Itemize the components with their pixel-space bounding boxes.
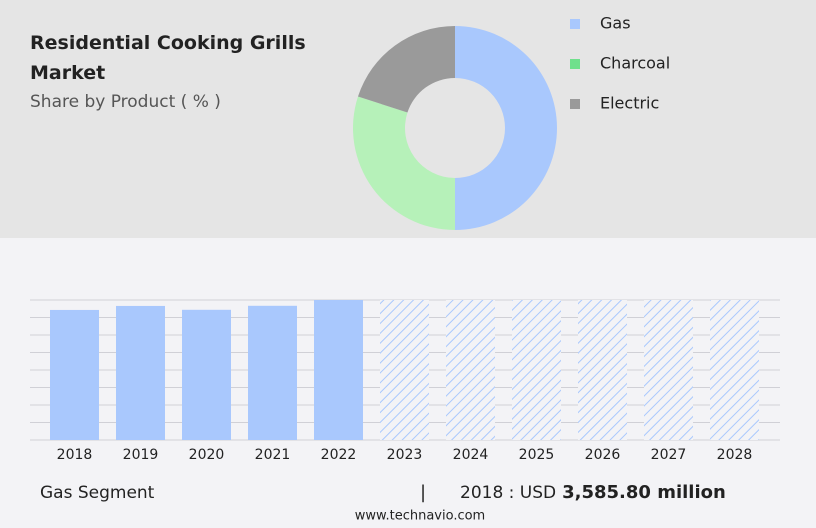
period-label: 2018 : USD 3,585.80 million [460,482,726,503]
x-tick-label: 2027 [651,447,687,463]
donut-slice [353,96,455,230]
x-tick-label: 2028 [717,447,753,463]
legend-label: Charcoal [600,54,670,73]
x-tick-label: 2021 [255,447,291,463]
separator: | [420,482,426,503]
donut-slice [357,26,455,113]
x-tick-label: 2022 [321,447,357,463]
legend-label: Gas [600,14,631,33]
x-tick-label: 2019 [123,447,159,463]
legend-label: Electric [600,94,659,113]
donut-slice [455,26,557,230]
bar [116,305,165,440]
x-tick-label: 2024 [453,447,489,463]
x-tick-label: 2025 [519,447,555,463]
forecast-placeholder [512,300,561,440]
forecast-placeholder [644,300,693,440]
x-tick-label: 2020 [189,447,225,463]
x-tick-label: 2026 [585,447,621,463]
x-tick-label: 2018 [57,447,93,463]
forecast-placeholder [710,300,759,440]
legend-swatch [570,99,580,109]
legend-swatch [570,19,580,29]
source: www.technavio.com [355,509,485,524]
forecast-placeholder [446,300,495,440]
bar [248,305,297,440]
bar [50,309,99,440]
forecast-placeholder [578,300,627,440]
period: 2018 : USD [460,483,556,503]
bar [182,309,231,440]
forecast-placeholder [380,300,429,440]
bar [314,300,363,440]
chart-title: Residential Cooking Grills Market [30,32,306,84]
x-tick-label: 2023 [387,447,423,463]
segment-label: Gas Segment [40,483,155,503]
chart-subtitle: Share by Product ( % ) [30,92,221,112]
value-label: 3,585.80 million [562,482,726,503]
legend-swatch [570,59,580,69]
